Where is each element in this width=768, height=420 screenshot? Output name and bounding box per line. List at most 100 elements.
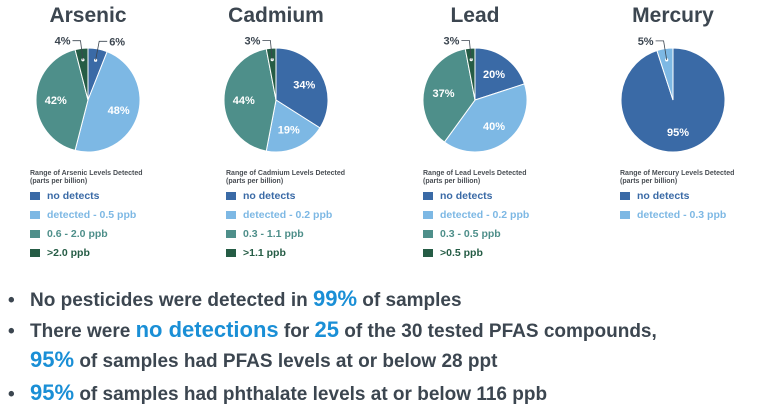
legend-item: detected - 0.3 ppb: [620, 205, 726, 224]
chart-panel-lead: Lead 20% 40% 37% 3%: [405, 0, 545, 268]
chart-legend: no detects detected - 0.2 ppb 0.3 - 1.1 …: [226, 186, 332, 262]
chart-panel-cadmium: Cadmium 34% 19% 44% 3%: [206, 0, 346, 268]
chart-title: Lead: [450, 4, 500, 27]
slice-value-label: 20%: [483, 69, 505, 81]
slice-value-label: 95%: [667, 127, 689, 139]
caption-line: (parts per billion): [423, 178, 481, 185]
caption-line: (parts per billion): [226, 178, 284, 185]
slice-value-label: 19%: [278, 125, 300, 137]
slice-value-label: 48%: [108, 105, 130, 117]
leader-line: [655, 40, 668, 60]
pie-slice: [474, 47, 526, 101]
pie-chart: 6% 48% 42% 4%: [35, 36, 141, 153]
legend-item: 0.3 - 0.5 ppb: [423, 224, 529, 243]
legend-swatch: [423, 210, 433, 219]
legend-caption: Range of Mercury Levels Detected (parts …: [620, 170, 734, 186]
slice-value-label: 42%: [45, 95, 67, 107]
slice-value-label: 40%: [483, 121, 505, 133]
pie-chart: 34% 19% 44% 3%: [223, 36, 329, 153]
legend-label: no detects: [243, 189, 296, 202]
chart-panel-mercury: Mercury 95% 5%: [603, 0, 743, 268]
slice-value-label: 4%: [55, 36, 71, 48]
legend-item: 0.6 - 2.0 ppb: [30, 224, 136, 243]
bullet-text: There were: [30, 321, 136, 342]
pie-slice: [620, 47, 726, 153]
legend-swatch: [226, 191, 236, 200]
legend-swatch: [226, 210, 236, 219]
legend-item: no detects: [423, 186, 529, 205]
caption-line: Range of Arsenic Levels Detected: [30, 170, 143, 177]
bullet-text: No pesticides were detected in: [30, 290, 313, 311]
caption-line: Range of Lead Levels Detected: [423, 170, 527, 177]
pie-slice: [223, 48, 277, 152]
bullet-text: of samples: [357, 290, 462, 311]
legend-item: no detects: [30, 186, 136, 205]
bullet-text: of samples had phthalate levels at or be…: [74, 384, 548, 405]
pie-chart: 95% 5%: [620, 36, 726, 153]
legend-label: 0.6 - 2.0 ppb: [47, 227, 108, 240]
bullet-pesticides: • No pesticides were detected in 99% of s…: [8, 286, 462, 312]
bullet-dot-icon: •: [8, 290, 15, 311]
legend-label: no detects: [47, 189, 100, 202]
legend-swatch: [30, 248, 40, 257]
bullet-highlight: 95%: [30, 380, 75, 405]
legend-label: detected - 0.2 ppb: [440, 208, 530, 221]
slice-value-label: 44%: [233, 95, 255, 107]
leader-line: [72, 40, 84, 60]
legend-label: detected - 0.3 ppb: [637, 208, 727, 221]
pie-chart: 20% 40% 37% 3%: [422, 36, 528, 153]
caption-line: Range of Mercury Levels Detected: [620, 170, 735, 177]
legend-swatch: [423, 248, 433, 257]
bullet-text: of samples had PFAS levels at or below 2…: [74, 351, 498, 372]
pie-slice: [265, 99, 321, 153]
leader-line: [262, 40, 273, 60]
bullet-phthalate: • 95% of samples had phthalate levels at …: [8, 380, 547, 406]
legend-item: detected - 0.2 ppb: [423, 205, 529, 224]
pie-slice: [422, 48, 476, 143]
legend-swatch: [423, 191, 433, 200]
slice-value-label: 34%: [293, 80, 315, 92]
legend-swatch: [30, 191, 40, 200]
slice-value-label: 3%: [443, 36, 459, 48]
legend-swatch: [30, 210, 40, 219]
bullet-dot-icon: •: [8, 384, 15, 405]
legend-label: no detects: [440, 189, 493, 202]
chart-legend: no detects detected - 0.3 ppb: [620, 186, 726, 224]
legend-label: detected - 0.5 ppb: [47, 208, 137, 221]
bullet-pfas-continued: 95% of samples had PFAS levels at or bel…: [8, 347, 497, 373]
slice-value-label: 37%: [432, 88, 454, 100]
legend-swatch: [226, 248, 236, 257]
chart-title: Mercury: [632, 4, 714, 27]
legend-swatch: [226, 229, 236, 238]
pie-slice: [443, 83, 528, 153]
legend-caption: Range of Cadmium Levels Detected (parts …: [226, 170, 345, 186]
legend-item: >2.0 ppb: [30, 243, 136, 262]
legend-caption: Range of Arsenic Levels Detected (parts …: [30, 170, 143, 186]
caption-line: (parts per billion): [620, 178, 678, 185]
bullet-pfas: • There were no detections for 25 of the …: [8, 317, 657, 343]
legend-item: 0.3 - 1.1 ppb: [226, 224, 332, 243]
legend-label: 0.3 - 1.1 ppb: [243, 227, 304, 240]
slice-value-label: 6%: [109, 36, 125, 48]
legend-item: >1.1 ppb: [226, 243, 332, 262]
bullet-highlight: 95%: [30, 347, 75, 372]
pie-slice: [74, 51, 141, 153]
legend-label: no detects: [637, 189, 690, 202]
chart-legend: no detects detected - 0.5 ppb 0.6 - 2.0 …: [30, 186, 136, 262]
pie-slice: [35, 49, 89, 151]
leader-line: [95, 40, 108, 61]
bullet-highlight: 25: [314, 317, 339, 342]
legend-item: no detects: [226, 186, 332, 205]
legend-swatch: [620, 210, 630, 219]
legend-swatch: [423, 229, 433, 238]
bullet-text: for: [278, 321, 315, 342]
slice-value-label: 5%: [638, 36, 654, 48]
legend-label: detected - 0.2 ppb: [243, 208, 333, 221]
slice-value-label: 3%: [244, 36, 260, 48]
legend-swatch: [30, 229, 40, 238]
legend-item: detected - 0.2 ppb: [226, 205, 332, 224]
legend-label: >2.0 ppb: [47, 246, 90, 259]
leader-line: [461, 40, 472, 60]
legend-item: detected - 0.5 ppb: [30, 205, 136, 224]
chart-legend: no detects detected - 0.2 ppb 0.3 - 0.5 …: [423, 186, 529, 262]
